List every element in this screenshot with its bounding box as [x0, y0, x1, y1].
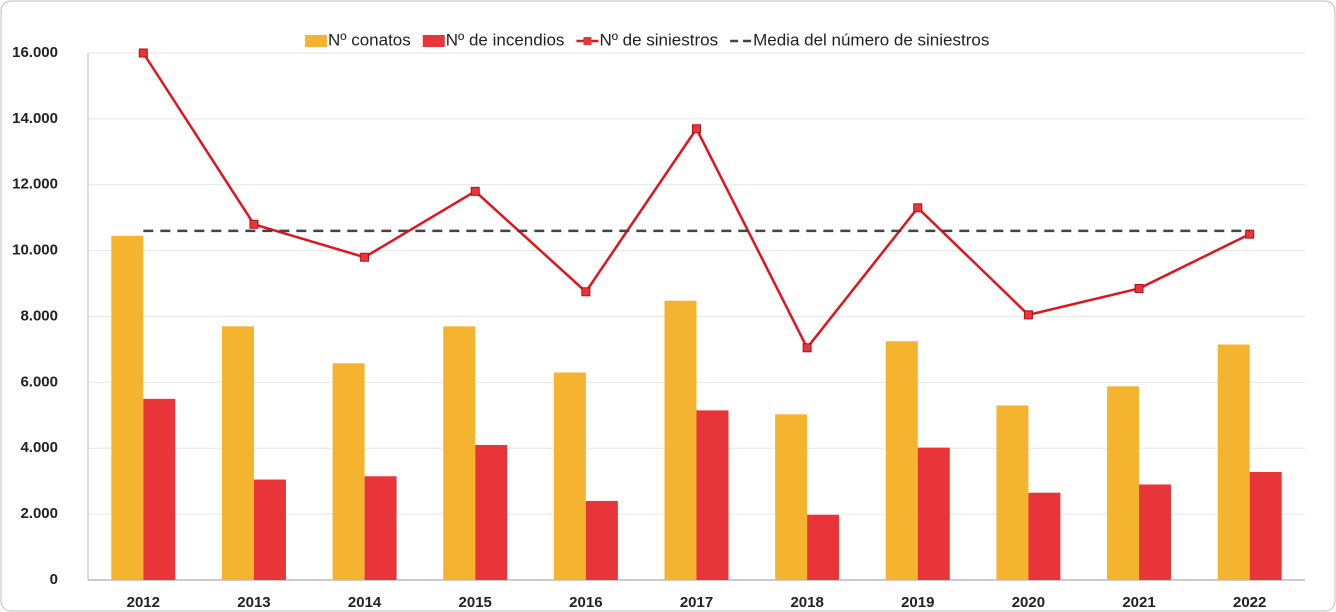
- x-tick-label: 2021: [1122, 594, 1155, 611]
- y-tick-label: 4.000: [20, 439, 58, 456]
- legend-label: Nº de incendios: [446, 30, 565, 49]
- marker: [138, 48, 148, 58]
- marker: [1134, 284, 1144, 294]
- marker: [581, 287, 591, 297]
- y-tick-label: 16.000: [12, 44, 58, 61]
- marker: [913, 203, 923, 213]
- legend-swatch: [422, 35, 445, 47]
- bar: [1139, 484, 1172, 580]
- x-tick-label: 2018: [790, 594, 823, 611]
- bar: [111, 235, 144, 580]
- x-tick-label: 2017: [680, 594, 713, 611]
- bar: [221, 326, 254, 580]
- y-tick-label: 6.000: [20, 373, 58, 390]
- bar: [996, 405, 1029, 580]
- x-tick-label: 2014: [348, 594, 382, 611]
- x-tick-label: 2022: [1233, 594, 1266, 611]
- marker: [802, 343, 812, 353]
- y-tick-label: 12.000: [12, 176, 58, 193]
- legend-swatch: [583, 37, 592, 45]
- bar: [364, 476, 397, 580]
- bar: [143, 398, 176, 580]
- bar: [585, 500, 618, 580]
- x-tick-label: 2015: [459, 594, 492, 611]
- bar: [885, 341, 918, 580]
- bar: [917, 447, 950, 580]
- marker: [249, 219, 259, 229]
- bar: [475, 444, 508, 580]
- marker: [470, 186, 480, 196]
- bar: [253, 479, 286, 580]
- marker: [692, 124, 701, 134]
- y-tick-label: 0: [50, 571, 58, 588]
- legend-label: Nº de siniestros: [599, 30, 718, 49]
- marker: [360, 252, 370, 262]
- x-tick-label: 2013: [237, 594, 270, 611]
- y-tick-label: 2.000: [20, 505, 58, 522]
- bar: [553, 372, 586, 580]
- bar: [1217, 344, 1250, 580]
- bar: [332, 363, 365, 580]
- y-tick-label: 14.000: [12, 110, 58, 127]
- bar: [1028, 492, 1061, 580]
- bar: [1249, 471, 1282, 580]
- bar: [696, 410, 729, 580]
- bar: [664, 300, 697, 580]
- bar: [443, 326, 476, 580]
- bar: [807, 514, 840, 580]
- x-tick-label: 2016: [569, 594, 602, 611]
- legend-swatch: [305, 35, 327, 47]
- marker: [1023, 310, 1033, 320]
- bar: [1107, 386, 1140, 580]
- legend-label: Nº conatos: [328, 30, 411, 49]
- legend-label: Media del número de siniestros: [753, 30, 989, 49]
- x-tick-label: 2020: [1012, 594, 1045, 611]
- bar: [775, 414, 808, 580]
- x-tick-label: 2012: [127, 594, 160, 611]
- y-tick-label: 10.000: [12, 242, 58, 259]
- x-tick-label: 2019: [901, 594, 934, 611]
- y-tick-label: 8.000: [20, 307, 58, 324]
